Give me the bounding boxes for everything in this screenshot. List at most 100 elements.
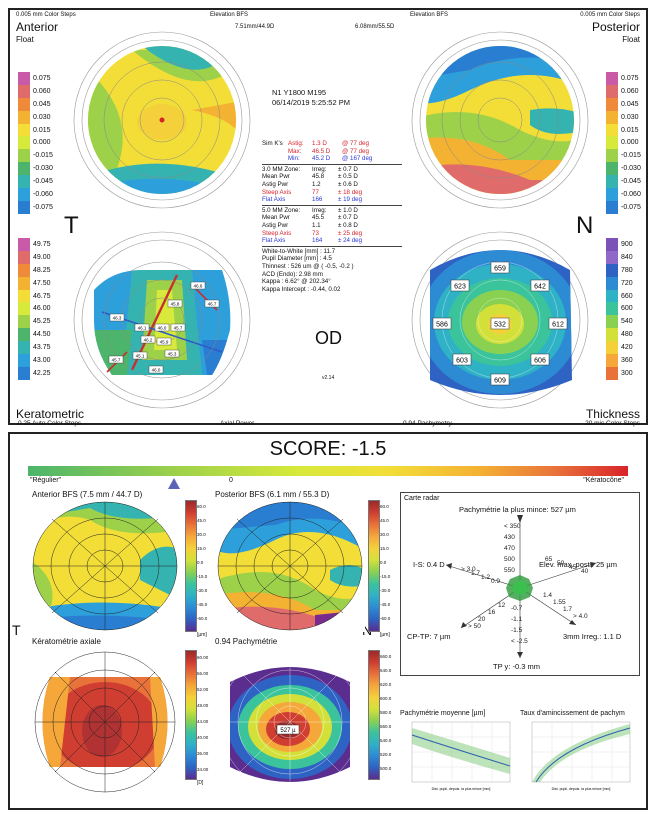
radar-tick: 470 <box>504 545 515 552</box>
scale-value: 49.75 <box>33 240 51 248</box>
pachymetrie-scale: 660.0 640.0 620.0 600.0 580.0 560.0 540.0 520.0… <box>380 650 391 776</box>
colorbar-tick: -30.0 <box>197 588 208 593</box>
colorbar-tick: 30.0 <box>197 532 206 537</box>
scale-value: -0.045 <box>33 178 53 186</box>
left-color-steps: 0.005 mm Color Steps <box>16 12 76 18</box>
scale-step: 0.045 <box>18 97 53 111</box>
colorbar-tick: 48.00 <box>197 703 209 708</box>
scale-swatch <box>606 238 618 251</box>
scale-step: 900 <box>606 238 633 251</box>
scale-swatch <box>18 188 30 201</box>
pachy-center-value: 527 µ <box>280 728 296 734</box>
scale-swatch <box>606 302 618 316</box>
scale-step: -0.015 <box>18 149 53 163</box>
pachymetrie-map: 527 µ <box>219 651 361 793</box>
scale-value: 49.00 <box>33 253 51 261</box>
radar-tick: 1.7 <box>563 606 572 613</box>
center-elevation-bfs-label: Elevation BFS <box>210 12 249 18</box>
colorbar-tick: 660.0 <box>380 654 392 659</box>
scale-step: 48.25 <box>18 263 51 277</box>
scale-swatch <box>18 366 30 380</box>
posterior-bfs-scale: 60.0 45.0 30.0 15.0 0.0 -15.0 -30.0 -45.0 -60.0 <box>380 500 390 626</box>
kera-value: 45.9 <box>160 340 169 345</box>
zone-row: Mean Pwr 45.5 ± 0.7 D <box>262 214 358 222</box>
scale-value: 0.045 <box>621 100 639 108</box>
scale-step: 0.045 <box>606 97 641 111</box>
radar-tick: 1.7 <box>471 570 480 577</box>
kera-value-box <box>190 281 206 290</box>
scale-value: 660 <box>621 292 633 300</box>
scale-step: -0.075 <box>606 200 641 214</box>
scale-step: -0.060 <box>606 188 641 201</box>
keratometry-summary: Sim K's Astig: 1.3 D @ 77 deg Max: 46.5 D @ 77… <box>262 140 402 293</box>
radar-tick: < 350 <box>504 523 521 530</box>
anterior-bfs-scale: 60.0 45.0 30.0 15.0 0.0 -15.0 -30.0 -45.0 -60.0 <box>197 500 207 626</box>
t-label-bottom: T <box>12 622 21 638</box>
exam-datetime: 06/14/2019 5:25:52 PM <box>272 98 350 107</box>
scale-step: 0.015 <box>606 123 641 137</box>
scale-value: 0.075 <box>621 74 639 82</box>
kerato-axiale-title: Kératométrie axiale <box>32 637 101 646</box>
misc-row: White-to-White [mm] : 11.7 <box>262 247 336 255</box>
od-label: OD <box>315 328 342 348</box>
colorbar-tick: 36.00 <box>197 751 209 756</box>
radar-tick: 1.2 <box>481 574 490 581</box>
radar-title: Carte radar <box>404 495 440 502</box>
score-gradient-bar <box>28 466 628 476</box>
scale-swatch <box>18 328 30 342</box>
scale-step: 43.75 <box>18 341 51 355</box>
radar-tick: > 4.0 <box>573 613 588 620</box>
pachy-value: 642 <box>534 284 546 291</box>
scale-swatch <box>606 354 618 367</box>
colorbar-tick: 40.00 <box>197 735 209 740</box>
chart1-title: Pachymétrie moyenne [µm] <box>400 710 486 717</box>
scale-value: 420 <box>621 344 633 352</box>
pachy-value-box <box>490 317 510 330</box>
colorbar-tick: 60.0 <box>197 504 206 509</box>
keratometric-map: 46.6 45.8 46.7 46.3 46.1 46.0 45.7 46.2 45.9 45.3… <box>73 231 251 409</box>
chart2-title: Taux d'amincissement de pachym <box>520 710 625 717</box>
radar-tick: -1.5 <box>511 627 523 634</box>
scale-step: -0.030 <box>606 162 641 176</box>
version-label: v2.14 <box>322 375 335 381</box>
scale-step: -0.045 <box>18 175 53 189</box>
pachy-value: 603 <box>456 358 468 365</box>
colorbar-tick: 15.0 <box>380 546 389 551</box>
misc-row: Kappa : 6.62° @ 202.34° <box>262 278 331 286</box>
pachy-value-box <box>490 261 510 274</box>
radar-chart: < 350 430 470 500 550 -0.7 -1.1 -1.5 < -2.5 > 3.0… <box>445 515 597 658</box>
scale-value: -0.060 <box>33 190 53 198</box>
scale-step: 720 <box>606 276 633 290</box>
scale-swatch <box>606 175 618 189</box>
scale-swatch <box>606 250 618 264</box>
regulier-label: "Régulier" <box>30 477 62 484</box>
radar-card: Carte radar Pachymétrie la plus mince: 5… <box>400 492 640 676</box>
scale-value: 42.25 <box>33 369 51 377</box>
scale-step: 0.075 <box>606 72 641 85</box>
colorbar-tick: -60.0 <box>380 616 391 621</box>
scale-swatch <box>606 72 618 85</box>
colorbar-tick: 600.0 <box>380 696 392 701</box>
patient-id: N1 Y1800 M195 <box>272 88 327 97</box>
pachy-value-box <box>490 373 510 386</box>
scale-swatch <box>18 276 30 290</box>
scale-value: 840 <box>621 253 633 261</box>
radar-tick: -0.7 <box>511 605 523 612</box>
kera-value: 45.8 <box>171 302 180 307</box>
pachymetry-label: 0.94 Pachymetry <box>403 420 452 427</box>
scale-value: 46.75 <box>33 292 51 300</box>
unit-um-ant: [µm] <box>197 632 207 638</box>
center-elevation-bfs-label-right: Elevation BFS <box>410 12 449 18</box>
colorbar-tick: 44.00 <box>197 719 209 724</box>
scale-step: -0.060 <box>18 188 53 201</box>
anterior-float: Float <box>16 35 34 44</box>
colorbar-tick: 0.0 <box>380 560 387 565</box>
colorbar-tick: 56.00 <box>197 671 209 676</box>
scale-step: -0.015 <box>606 149 641 163</box>
scale-value: 900 <box>621 240 633 248</box>
score-marker-icon <box>168 478 180 489</box>
kera-value-box <box>108 355 124 364</box>
zone-row: Steep Axis 73 ± 25 deg <box>262 229 363 237</box>
scale-step: 0.000 <box>606 136 641 150</box>
scale-step: 360 <box>606 354 633 367</box>
